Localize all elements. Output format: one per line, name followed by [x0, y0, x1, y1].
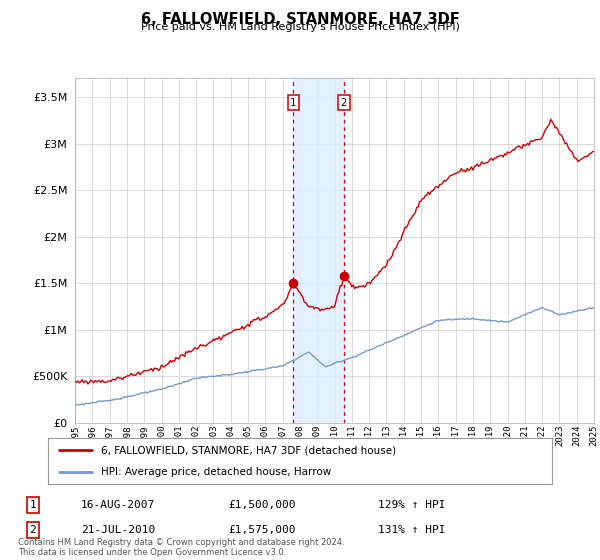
Text: £1,575,000: £1,575,000 [228, 525, 296, 535]
Text: 6, FALLOWFIELD, STANMORE, HA7 3DF: 6, FALLOWFIELD, STANMORE, HA7 3DF [140, 12, 460, 27]
Text: 6, FALLOWFIELD, STANMORE, HA7 3DF (detached house): 6, FALLOWFIELD, STANMORE, HA7 3DF (detac… [101, 445, 396, 455]
Text: 16-AUG-2007: 16-AUG-2007 [81, 500, 155, 510]
Text: 1: 1 [29, 500, 37, 510]
Bar [293, 78, 344, 423]
Text: 2: 2 [341, 97, 347, 108]
Text: 129% ↑ HPI: 129% ↑ HPI [378, 500, 445, 510]
Text: Contains HM Land Registry data © Crown copyright and database right 2024.
This d: Contains HM Land Registry data © Crown c… [18, 538, 344, 557]
Text: 21-JUL-2010: 21-JUL-2010 [81, 525, 155, 535]
Text: 131% ↑ HPI: 131% ↑ HPI [378, 525, 445, 535]
Text: 2: 2 [29, 525, 37, 535]
Text: £1,500,000: £1,500,000 [228, 500, 296, 510]
Text: 1: 1 [290, 97, 296, 108]
Text: Price paid vs. HM Land Registry's House Price Index (HPI): Price paid vs. HM Land Registry's House … [140, 22, 460, 32]
Text: HPI: Average price, detached house, Harrow: HPI: Average price, detached house, Harr… [101, 467, 331, 477]
